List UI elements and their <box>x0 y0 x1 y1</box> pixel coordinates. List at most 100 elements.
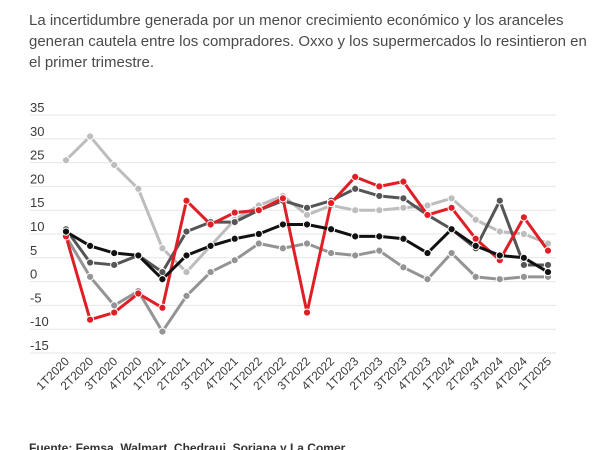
data-point <box>351 184 360 193</box>
data-point <box>519 213 529 222</box>
data-point <box>230 208 239 217</box>
y-tick-label: 0 <box>30 267 37 282</box>
data-point <box>230 234 239 243</box>
data-point <box>327 248 336 258</box>
data-point <box>182 227 191 236</box>
data-point <box>206 267 215 277</box>
data-point <box>110 160 119 170</box>
data-point <box>278 194 287 203</box>
data-point <box>230 256 239 265</box>
data-point <box>230 218 239 227</box>
data-point <box>158 327 167 336</box>
y-tick-label: -5 <box>30 290 42 305</box>
data-point <box>110 308 119 317</box>
data-point <box>471 215 480 224</box>
y-tick-label: 20 <box>30 171 44 186</box>
data-point <box>471 241 480 250</box>
data-point <box>302 308 312 317</box>
data-point <box>543 267 553 277</box>
data-point <box>543 246 553 255</box>
data-point <box>134 289 143 298</box>
data-point <box>158 275 167 284</box>
data-point <box>399 177 408 186</box>
gridlines <box>30 114 556 354</box>
y-tick-label: 35 <box>30 100 44 115</box>
data-point <box>278 244 287 253</box>
data-point <box>375 182 384 191</box>
data-point <box>375 232 384 241</box>
chart-subtitle: La incertidumbre generada por un menor c… <box>29 12 587 71</box>
data-point <box>158 244 167 253</box>
data-point <box>302 210 312 220</box>
data-point <box>110 260 119 270</box>
data-point <box>110 248 119 258</box>
data-point <box>447 225 456 234</box>
y-tick-label: -10 <box>30 314 49 329</box>
y-tick-label: -15 <box>30 338 49 353</box>
source-note: Fuente: Femsa, Walmart, Chedraui, Sorian… <box>29 441 348 450</box>
y-tick-label: 25 <box>30 148 44 163</box>
data-point <box>86 272 95 281</box>
data-point <box>134 251 143 260</box>
data-point <box>519 229 529 239</box>
series-group <box>61 132 553 277</box>
data-point <box>519 253 529 262</box>
data-point <box>61 156 71 165</box>
data-point <box>86 315 95 324</box>
data-point <box>182 251 191 260</box>
data-point <box>206 220 215 229</box>
data-point <box>182 267 191 277</box>
data-point <box>399 234 408 243</box>
data-point <box>495 196 504 205</box>
data-point <box>351 232 360 241</box>
data-point <box>278 220 287 229</box>
data-point <box>471 234 480 243</box>
data-point <box>351 251 360 260</box>
y-axis-ticks: 35 30 25 20 15 10 5 0 -5 -10 -15 <box>30 100 49 353</box>
data-point <box>423 201 432 210</box>
data-point <box>254 206 263 215</box>
data-point <box>495 275 504 284</box>
data-point <box>134 184 143 193</box>
data-point <box>254 239 263 248</box>
data-point <box>495 227 504 236</box>
data-point <box>206 241 215 250</box>
series-lines <box>61 132 553 336</box>
data-point <box>375 246 384 255</box>
data-point <box>375 191 384 201</box>
y-tick-label: 30 <box>30 124 44 139</box>
data-point <box>543 260 553 270</box>
data-point <box>254 229 263 239</box>
data-point <box>110 301 119 310</box>
data-point <box>423 248 432 258</box>
data-point <box>182 196 191 205</box>
data-point <box>327 198 336 208</box>
data-point <box>351 206 360 215</box>
y-tick-label: 15 <box>30 195 44 210</box>
data-point <box>302 220 312 229</box>
series-group <box>61 184 553 277</box>
data-point <box>447 248 456 258</box>
data-point <box>471 272 480 281</box>
y-tick-label: 10 <box>30 219 44 234</box>
data-point <box>495 251 504 260</box>
data-point <box>423 275 432 284</box>
y-tick-label: 5 <box>30 243 37 258</box>
data-point <box>61 227 71 236</box>
data-point <box>158 303 167 312</box>
series-group <box>61 220 553 284</box>
x-axis-ticks: 1T20202T20203T20204T20201T20212T20213T20… <box>33 354 554 393</box>
data-point <box>447 203 456 212</box>
series-line <box>64 187 550 274</box>
data-point <box>351 172 360 181</box>
data-point <box>86 258 95 267</box>
data-point <box>399 263 408 272</box>
data-point <box>519 272 529 281</box>
data-point <box>327 225 336 234</box>
data-point <box>423 210 432 220</box>
data-point <box>182 291 191 300</box>
data-point <box>86 241 95 250</box>
data-point <box>399 194 408 203</box>
